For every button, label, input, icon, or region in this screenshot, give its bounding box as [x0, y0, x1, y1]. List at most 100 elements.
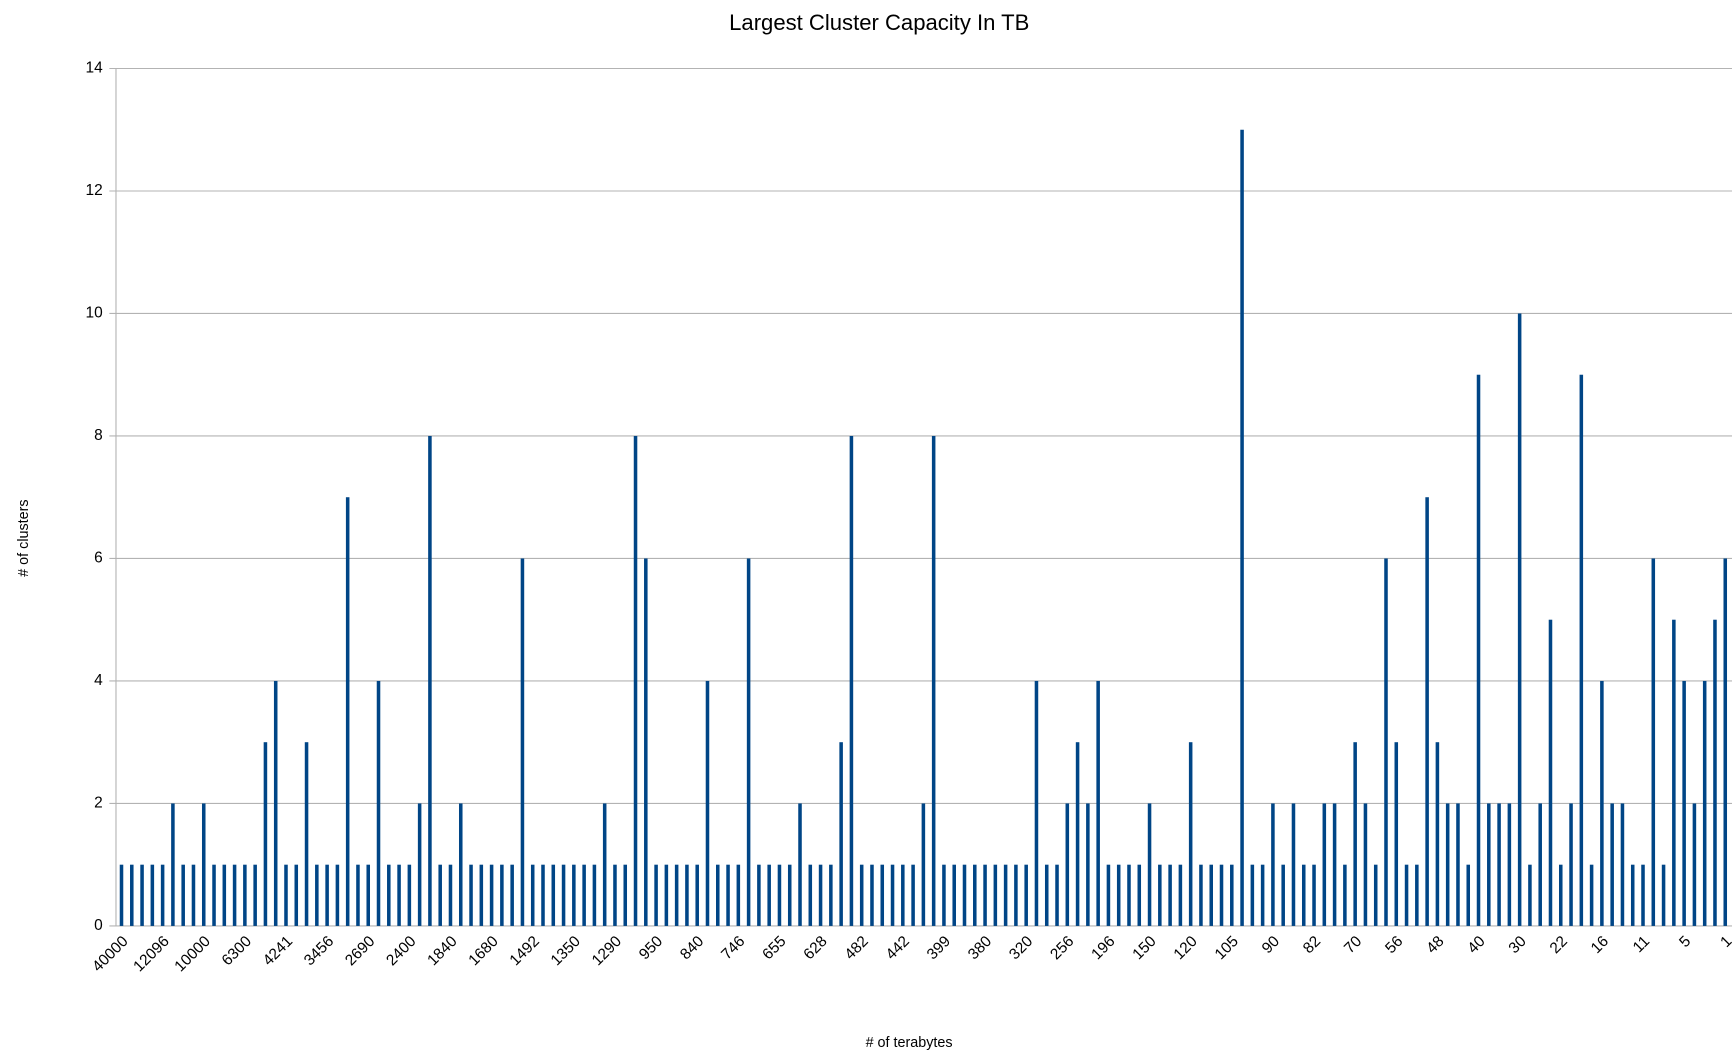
bar: [345, 497, 350, 926]
x-tick-label: 399: [924, 933, 954, 963]
bar: [1199, 864, 1203, 926]
chart-title: Largest Cluster Capacity In TB: [729, 10, 1029, 35]
bar: [119, 864, 124, 926]
y-axis-title: # of clusters: [16, 499, 32, 576]
bar: [325, 864, 329, 926]
bar: [1548, 619, 1553, 926]
bar: [654, 864, 658, 926]
bar: [417, 803, 422, 926]
bar: [1651, 558, 1656, 926]
x-tick-label: 746: [718, 933, 748, 963]
bar: [633, 435, 638, 926]
bar: [859, 864, 864, 926]
y-tick-label: 10: [86, 305, 103, 322]
x-tick-label: 2400: [383, 933, 419, 969]
bar: [757, 864, 761, 926]
bar: [1168, 864, 1172, 926]
bar: [808, 864, 813, 926]
bar: [304, 742, 309, 926]
bar: [1641, 864, 1645, 926]
bar: [1713, 619, 1717, 926]
x-tick-label: 16: [1588, 933, 1612, 957]
bar: [993, 864, 998, 926]
bar: [911, 864, 915, 926]
bar: [1230, 864, 1234, 926]
bar: [921, 803, 926, 926]
bar: [983, 864, 987, 926]
x-tick-label: 320: [1006, 933, 1036, 963]
bar: [1301, 864, 1306, 926]
x-tick-label: 840: [677, 933, 707, 963]
x-tick-label: 4241: [260, 933, 296, 969]
bar: [1620, 803, 1625, 926]
bar: [1487, 803, 1491, 926]
bar: [664, 864, 669, 926]
bar: [1116, 864, 1121, 926]
bar: [1630, 864, 1635, 926]
bar: [952, 864, 956, 926]
bar: [829, 864, 833, 926]
bar: [1363, 803, 1368, 926]
x-tick-label: 380: [965, 933, 995, 963]
bar: [849, 435, 854, 926]
bar: [592, 864, 597, 926]
x-tick-label: 40: [1464, 933, 1488, 957]
bar: [1507, 803, 1512, 926]
bar: [191, 864, 196, 926]
bar: [1692, 803, 1697, 926]
bar: [736, 864, 741, 926]
bar: [1528, 864, 1532, 926]
bar: [448, 864, 453, 926]
bar: [1661, 864, 1666, 926]
bar: [315, 864, 319, 926]
bar: [870, 864, 874, 926]
y-tick-label: 2: [94, 795, 103, 812]
bar: [1188, 742, 1193, 926]
bar: [572, 864, 576, 926]
bar: [376, 680, 381, 926]
x-tick-label: 196: [1088, 933, 1118, 963]
x-tick-label: 82: [1300, 933, 1324, 957]
x-tick-label: 105: [1212, 933, 1242, 963]
bar: [458, 803, 463, 926]
x-tick-label: 6300: [219, 933, 255, 969]
x-tick-label: 56: [1382, 933, 1406, 957]
bar: [469, 864, 473, 926]
bar: [1672, 619, 1676, 926]
bar: [695, 864, 699, 926]
bar: [181, 864, 185, 926]
bar: [777, 864, 782, 926]
bar: [931, 435, 936, 926]
bar: [1322, 803, 1327, 926]
bar: [839, 742, 843, 926]
x-tick-label: 48: [1423, 933, 1447, 957]
y-tick-label: 4: [94, 672, 103, 689]
bar: [222, 864, 227, 926]
bar: [890, 864, 895, 926]
bar: [1353, 742, 1357, 926]
bar: [150, 864, 155, 926]
bar: [880, 864, 885, 926]
bar: [561, 864, 566, 926]
bar: [356, 864, 360, 926]
bar: [1106, 864, 1111, 926]
bar: [644, 558, 648, 926]
x-axis-title: # of terabytes: [866, 1035, 953, 1051]
x-tick-label: 5: [1676, 933, 1694, 951]
bar: [253, 864, 257, 926]
bar: [962, 864, 967, 926]
x-tick-label: 1680: [465, 933, 501, 969]
bar: [1219, 864, 1224, 926]
bar: [798, 803, 802, 926]
bar: [1178, 864, 1183, 926]
bar: [787, 864, 792, 926]
x-tick-label: 30: [1506, 933, 1530, 957]
bar: [1044, 864, 1049, 926]
bar: [1435, 742, 1440, 926]
bar: [335, 864, 340, 926]
bar: [726, 864, 730, 926]
bar: [901, 864, 905, 926]
bar: [294, 864, 299, 926]
bar: [1332, 803, 1337, 926]
x-tick-label: 1350: [548, 933, 584, 969]
